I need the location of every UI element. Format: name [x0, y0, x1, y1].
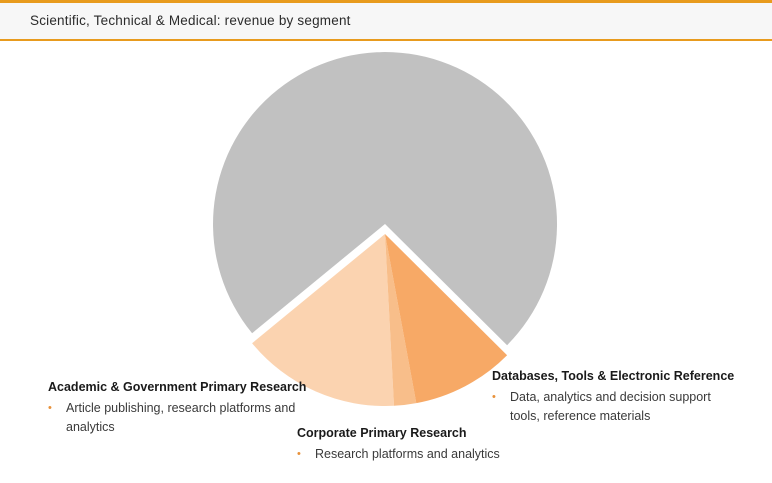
bullet-row: • Research platforms and analytics	[297, 445, 500, 464]
label-group-academic-government: Academic & Government Primary Research •…	[48, 380, 321, 437]
label-group-databases: Databases, Tools & Electronic Reference …	[492, 369, 738, 426]
bullet-icon: •	[492, 391, 496, 403]
label-heading-academic-government: Academic & Government Primary Research	[48, 380, 307, 394]
label-heading-databases: Databases, Tools & Electronic Reference	[492, 369, 735, 383]
page-title: Scientific, Technical & Medical: revenue…	[30, 13, 351, 28]
bullet-icon: •	[48, 402, 52, 414]
label-group-corporate: Corporate Primary Research • Research pl…	[297, 426, 500, 464]
label-detail-corporate: Research platforms and analytics	[315, 447, 500, 461]
title-bar: Scientific, Technical & Medical: revenue…	[0, 0, 772, 41]
bullet-row: • Article publishing, research platforms…	[48, 399, 321, 437]
bullet-icon: •	[297, 448, 301, 460]
pie-slice-databases	[385, 234, 508, 404]
label-detail-academic-government: Article publishing, research platforms a…	[66, 401, 296, 434]
label-detail-databases: Data, analytics and decision support too…	[510, 390, 711, 423]
pie-slice-academic-government	[252, 234, 394, 407]
pie-slice-other	[213, 52, 558, 346]
label-heading-corporate: Corporate Primary Research	[297, 426, 467, 440]
bullet-row: • Data, analytics and decision support t…	[492, 388, 738, 426]
pie-slice-corporate	[385, 234, 417, 406]
